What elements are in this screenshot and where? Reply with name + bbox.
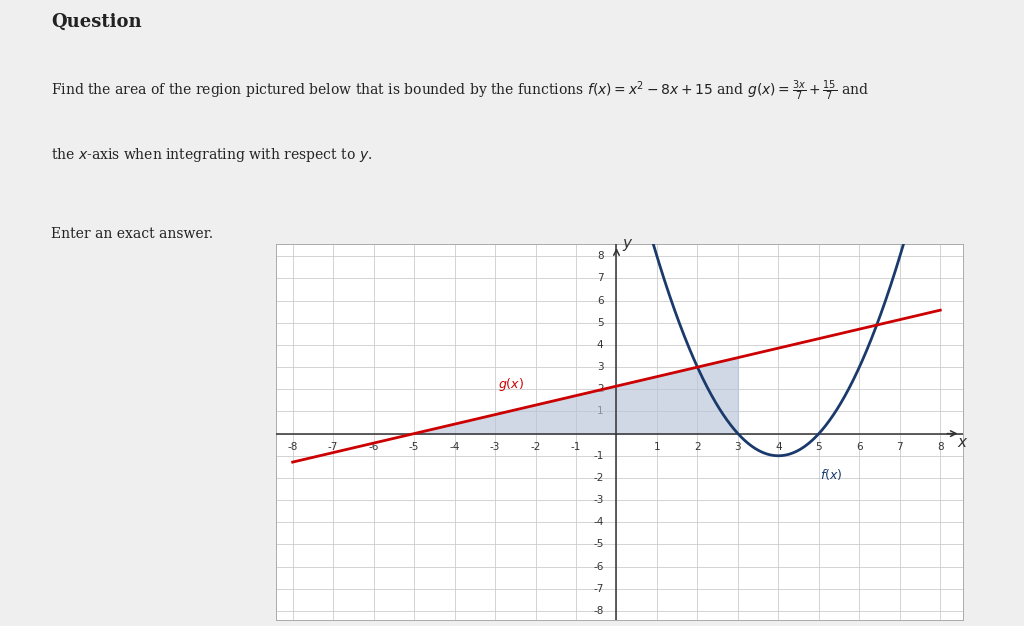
Text: 1: 1 [653, 442, 660, 452]
Text: 5: 5 [815, 442, 822, 452]
Text: -5: -5 [409, 442, 419, 452]
Text: 2: 2 [694, 442, 700, 452]
Text: $f(x)$: $f(x)$ [820, 467, 843, 482]
Text: 8: 8 [597, 251, 603, 261]
Text: $g(x)$: $g(x)$ [499, 376, 524, 393]
Text: -4: -4 [593, 517, 603, 527]
Text: 7: 7 [597, 274, 603, 284]
Text: Find the area of the region pictured below that is bounded by the functions $f(x: Find the area of the region pictured bel… [51, 79, 869, 103]
Text: $y$: $y$ [622, 237, 634, 253]
Text: 5: 5 [597, 318, 603, 328]
Text: -1: -1 [593, 451, 603, 461]
Text: 3: 3 [597, 362, 603, 372]
Text: -6: -6 [369, 442, 379, 452]
Text: -2: -2 [593, 473, 603, 483]
Text: 4: 4 [597, 340, 603, 350]
Text: -3: -3 [593, 495, 603, 505]
Text: -6: -6 [593, 562, 603, 572]
Text: -8: -8 [288, 442, 298, 452]
Text: 6: 6 [597, 295, 603, 305]
Text: -7: -7 [593, 583, 603, 593]
Text: 3: 3 [734, 442, 741, 452]
Text: Enter an exact answer.: Enter an exact answer. [51, 227, 213, 240]
Text: -1: -1 [570, 442, 582, 452]
Text: -8: -8 [593, 606, 603, 616]
Text: -4: -4 [450, 442, 460, 452]
Text: -2: -2 [530, 442, 541, 452]
Text: -3: -3 [489, 442, 501, 452]
Text: Question: Question [51, 13, 142, 31]
Text: 8: 8 [937, 442, 943, 452]
Text: $x$: $x$ [956, 435, 969, 450]
Text: the $x$-axis when integrating with respect to $y$.: the $x$-axis when integrating with respe… [51, 146, 373, 164]
Text: -5: -5 [593, 540, 603, 550]
Text: 1: 1 [597, 406, 603, 416]
Text: 4: 4 [775, 442, 781, 452]
Text: -7: -7 [328, 442, 338, 452]
Text: 2: 2 [597, 384, 603, 394]
Text: 7: 7 [896, 442, 903, 452]
Text: 6: 6 [856, 442, 862, 452]
